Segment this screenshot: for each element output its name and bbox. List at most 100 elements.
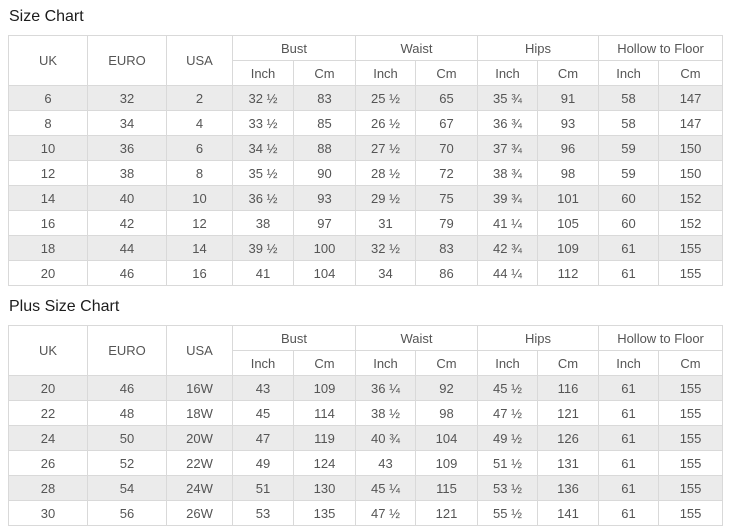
table-row: 18 44 14 39 ½ 100 32 ½ 83 42 ¾ 109 61 155 — [8, 235, 724, 261]
table-cell: 60 — [598, 185, 660, 211]
table-cell: 112 — [537, 260, 600, 286]
table-cell: 50 — [87, 425, 167, 451]
table-cell: 18 — [8, 235, 88, 261]
size-chart-body: 6 32 2 32 ½ 83 25 ½ 65 35 ¾ 91 58 147 8 34 4 33 ½ 85 26 … — [8, 85, 724, 286]
table-cell: 65 — [415, 85, 479, 111]
table-cell: 155 — [658, 260, 724, 286]
table-cell: 116 — [537, 375, 600, 401]
table-cell: 12 — [166, 210, 233, 236]
table-cell: 126 — [537, 425, 600, 451]
table-cell: 58 — [598, 110, 660, 136]
table-cell: 114 — [292, 400, 357, 426]
table-cell: 4 — [166, 110, 233, 136]
table-cell: 93 — [537, 110, 600, 136]
column-header-usa: USA — [166, 35, 233, 86]
table-cell: 29 ½ — [355, 185, 417, 211]
table-cell: 46 — [87, 375, 167, 401]
table-cell: 26 ½ — [355, 110, 417, 136]
table-cell: 53 ½ — [477, 475, 539, 501]
table-cell: 35 ¾ — [477, 85, 539, 111]
table-cell: 150 — [658, 160, 724, 186]
column-group-hollow-to-floor: Hollow to Floor — [598, 325, 724, 351]
table-cell: 8 — [166, 160, 233, 186]
table-row: 28 54 24W 51 130 45 ¼ 115 53 ½ 136 61 155 — [8, 475, 724, 501]
table-cell: 91 — [537, 85, 600, 111]
table-cell: 12 — [8, 160, 88, 186]
table-row: 26 52 22W 49 124 43 109 51 ½ 131 61 155 — [8, 450, 724, 476]
table-cell: 97 — [292, 210, 357, 236]
table-cell: 16 — [166, 260, 233, 286]
table-cell: 96 — [537, 135, 600, 161]
column-group-hollow-to-floor: Hollow to Floor — [598, 35, 724, 61]
table-cell: 79 — [415, 210, 479, 236]
table-cell: 61 — [598, 375, 660, 401]
table-cell: 152 — [658, 210, 724, 236]
size-chart-title: Size Chart — [9, 8, 84, 25]
table-cell: 90 — [292, 160, 357, 186]
table-cell: 36 ¾ — [477, 110, 539, 136]
table-cell: 61 — [598, 450, 660, 476]
column-group-hips: Hips — [477, 35, 600, 61]
size-chart-table: UK EURO USA Bust Waist Hips Hollow to Fl… — [8, 35, 724, 286]
table-cell: 42 — [87, 210, 167, 236]
table-cell: 67 — [415, 110, 479, 136]
table-cell: 38 ½ — [355, 400, 417, 426]
table-cell: 43 — [232, 375, 294, 401]
table-cell: 130 — [292, 475, 357, 501]
table-cell: 49 ½ — [477, 425, 539, 451]
table-cell: 2 — [166, 85, 233, 111]
table-row: 6 32 2 32 ½ 83 25 ½ 65 35 ¾ 91 58 147 — [8, 85, 724, 111]
column-header-hips-cm: Cm — [537, 350, 600, 376]
table-cell: 24 — [8, 425, 88, 451]
table-cell: 39 ¾ — [477, 185, 539, 211]
table-cell: 72 — [415, 160, 479, 186]
table-row: 22 48 18W 45 114 38 ½ 98 47 ½ 121 61 155 — [8, 400, 724, 426]
table-cell: 61 — [598, 475, 660, 501]
plus-size-chart-table: UK EURO USA Bust Waist Hips Hollow to Fl… — [8, 325, 724, 526]
table-row: 8 34 4 33 ½ 85 26 ½ 67 36 ¾ 93 58 147 — [8, 110, 724, 136]
column-header-euro: EURO — [87, 35, 167, 86]
table-cell: 41 — [232, 260, 294, 286]
table-cell: 61 — [598, 260, 660, 286]
column-header-bust-inch: Inch — [232, 60, 294, 86]
table-cell: 75 — [415, 185, 479, 211]
column-header-hollow-cm: Cm — [658, 350, 724, 376]
table-cell: 47 ½ — [355, 500, 417, 526]
table-cell: 44 ¼ — [477, 260, 539, 286]
column-header-bust-inch: Inch — [232, 350, 294, 376]
table-cell: 32 — [87, 85, 167, 111]
table-cell: 100 — [292, 235, 357, 261]
table-cell: 147 — [658, 85, 724, 111]
table-cell: 45 ½ — [477, 375, 539, 401]
table-cell: 98 — [537, 160, 600, 186]
column-header-bust-cm: Cm — [292, 350, 357, 376]
table-cell: 43 — [355, 450, 417, 476]
table-cell: 28 — [8, 475, 88, 501]
table-cell: 131 — [537, 450, 600, 476]
table-cell: 8 — [8, 110, 88, 136]
table-cell: 98 — [415, 400, 479, 426]
column-header-hips-inch: Inch — [477, 350, 539, 376]
table-cell: 44 — [87, 235, 167, 261]
table-cell: 32 ½ — [355, 235, 417, 261]
table-cell: 24W — [166, 475, 233, 501]
table-cell: 109 — [292, 375, 357, 401]
table-row: 12 38 8 35 ½ 90 28 ½ 72 38 ¾ 98 59 150 — [8, 160, 724, 186]
table-row: 14 40 10 36 ½ 93 29 ½ 75 39 ¾ 101 60 152 — [8, 185, 724, 211]
table-cell: 115 — [415, 475, 479, 501]
table-cell: 86 — [415, 260, 479, 286]
table-cell: 16W — [166, 375, 233, 401]
column-header-waist-cm: Cm — [415, 350, 479, 376]
column-header-hollow-inch: Inch — [598, 350, 660, 376]
column-header-hollow-inch: Inch — [598, 60, 660, 86]
table-cell: 38 ¾ — [477, 160, 539, 186]
table-cell: 30 — [8, 500, 88, 526]
column-header-waist-inch: Inch — [355, 350, 417, 376]
column-header-hips-inch: Inch — [477, 60, 539, 86]
table-cell: 40 — [87, 185, 167, 211]
table-cell: 61 — [598, 500, 660, 526]
table-cell: 104 — [415, 425, 479, 451]
table-cell: 48 — [87, 400, 167, 426]
table-cell: 42 ¾ — [477, 235, 539, 261]
column-header-waist-inch: Inch — [355, 60, 417, 86]
